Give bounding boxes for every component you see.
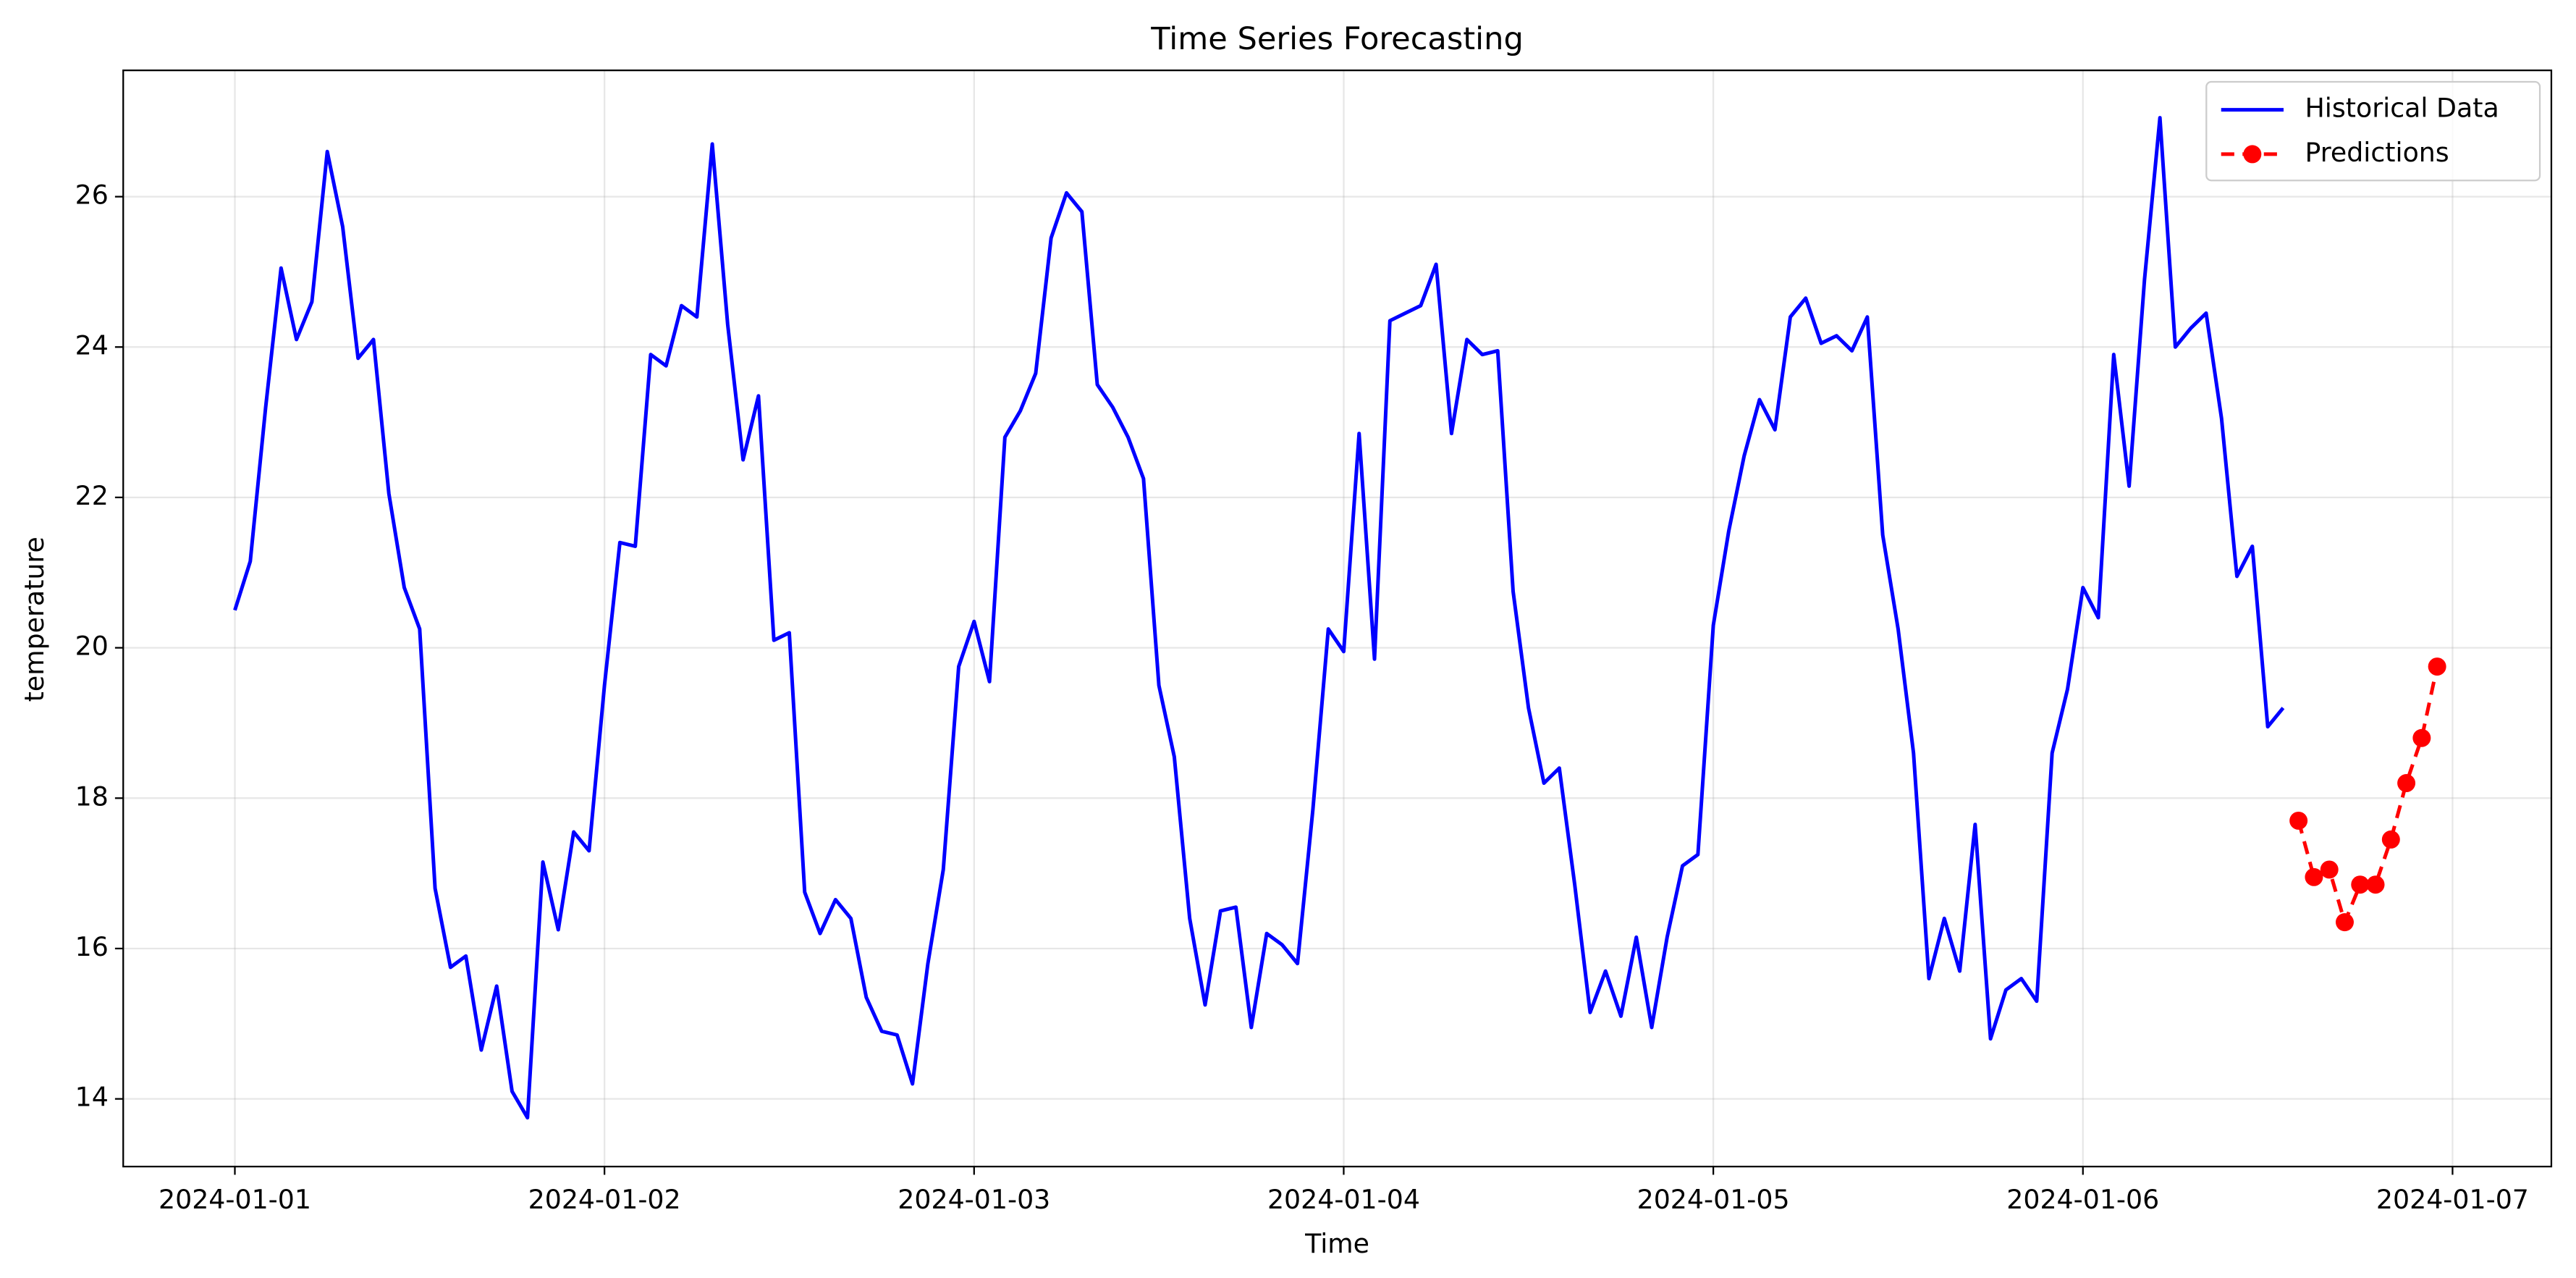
y-axis-label: temperature [19, 537, 50, 702]
legend-box [2205, 80, 2541, 182]
x-tick-label: 2024-01-07 [2376, 1184, 2529, 1215]
x-tick-label: 2024-01-06 [2006, 1184, 2159, 1215]
x-tick-label: 2024-01-03 [898, 1184, 1050, 1215]
legend-label: Historical Data [2305, 93, 2499, 124]
series-line [233, 116, 2285, 1120]
x-tick-label: 2024-01-05 [1637, 1184, 1790, 1215]
x-tick-label: 2024-01-01 [159, 1184, 311, 1215]
y-tick-label: 16 [75, 931, 109, 962]
prediction-point [2428, 657, 2446, 676]
y-tick-label: 14 [75, 1082, 109, 1113]
prediction-point [2366, 875, 2385, 894]
background [0, 4, 2576, 1274]
axes-frame [122, 70, 2553, 1168]
prediction-point [2289, 811, 2308, 830]
y-tick-label: 20 [75, 631, 109, 662]
y-tick-label: 18 [75, 781, 109, 812]
legend: Historical Data Predictions [2205, 80, 2541, 182]
x-tick-label: 2024-01-04 [1267, 1184, 1420, 1215]
plot-area [233, 116, 2446, 1120]
y-tick-label: 24 [75, 329, 109, 361]
y-tick-label: 22 [75, 480, 109, 511]
prediction-point [2381, 830, 2400, 849]
x-tick-label: 2024-01-02 [528, 1184, 681, 1215]
prediction-point [2320, 860, 2339, 879]
prediction-point [2412, 728, 2431, 747]
chart-title: Time Series Forecasting [1150, 21, 1524, 57]
axes: 2024-01-01 2024-01-02 2024-01-03 2024-01-04… [75, 180, 2529, 1215]
y-tick-label: 26 [75, 180, 109, 211]
prediction-point [2351, 875, 2370, 894]
prediction-point [2305, 867, 2323, 886]
legend-marker [2243, 145, 2262, 164]
grid [123, 70, 2551, 1167]
x-axis-label: Time [1304, 1228, 1369, 1259]
legend-label: Predictions [2305, 137, 2449, 168]
prediction-point [2335, 913, 2354, 932]
prediction-point [2397, 774, 2416, 793]
